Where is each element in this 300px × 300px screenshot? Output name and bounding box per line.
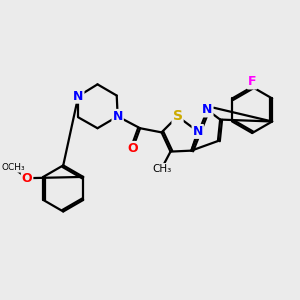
Text: CH₃: CH₃ (152, 164, 171, 174)
Text: F: F (248, 75, 256, 88)
Text: S: S (172, 110, 183, 123)
Text: N: N (112, 110, 123, 123)
Text: N: N (202, 103, 212, 116)
Text: F: F (248, 75, 256, 88)
Text: OCH₃: OCH₃ (1, 163, 25, 172)
Text: N: N (73, 90, 83, 103)
Text: O: O (22, 172, 32, 185)
Text: N: N (193, 125, 203, 138)
Text: O: O (128, 142, 138, 155)
